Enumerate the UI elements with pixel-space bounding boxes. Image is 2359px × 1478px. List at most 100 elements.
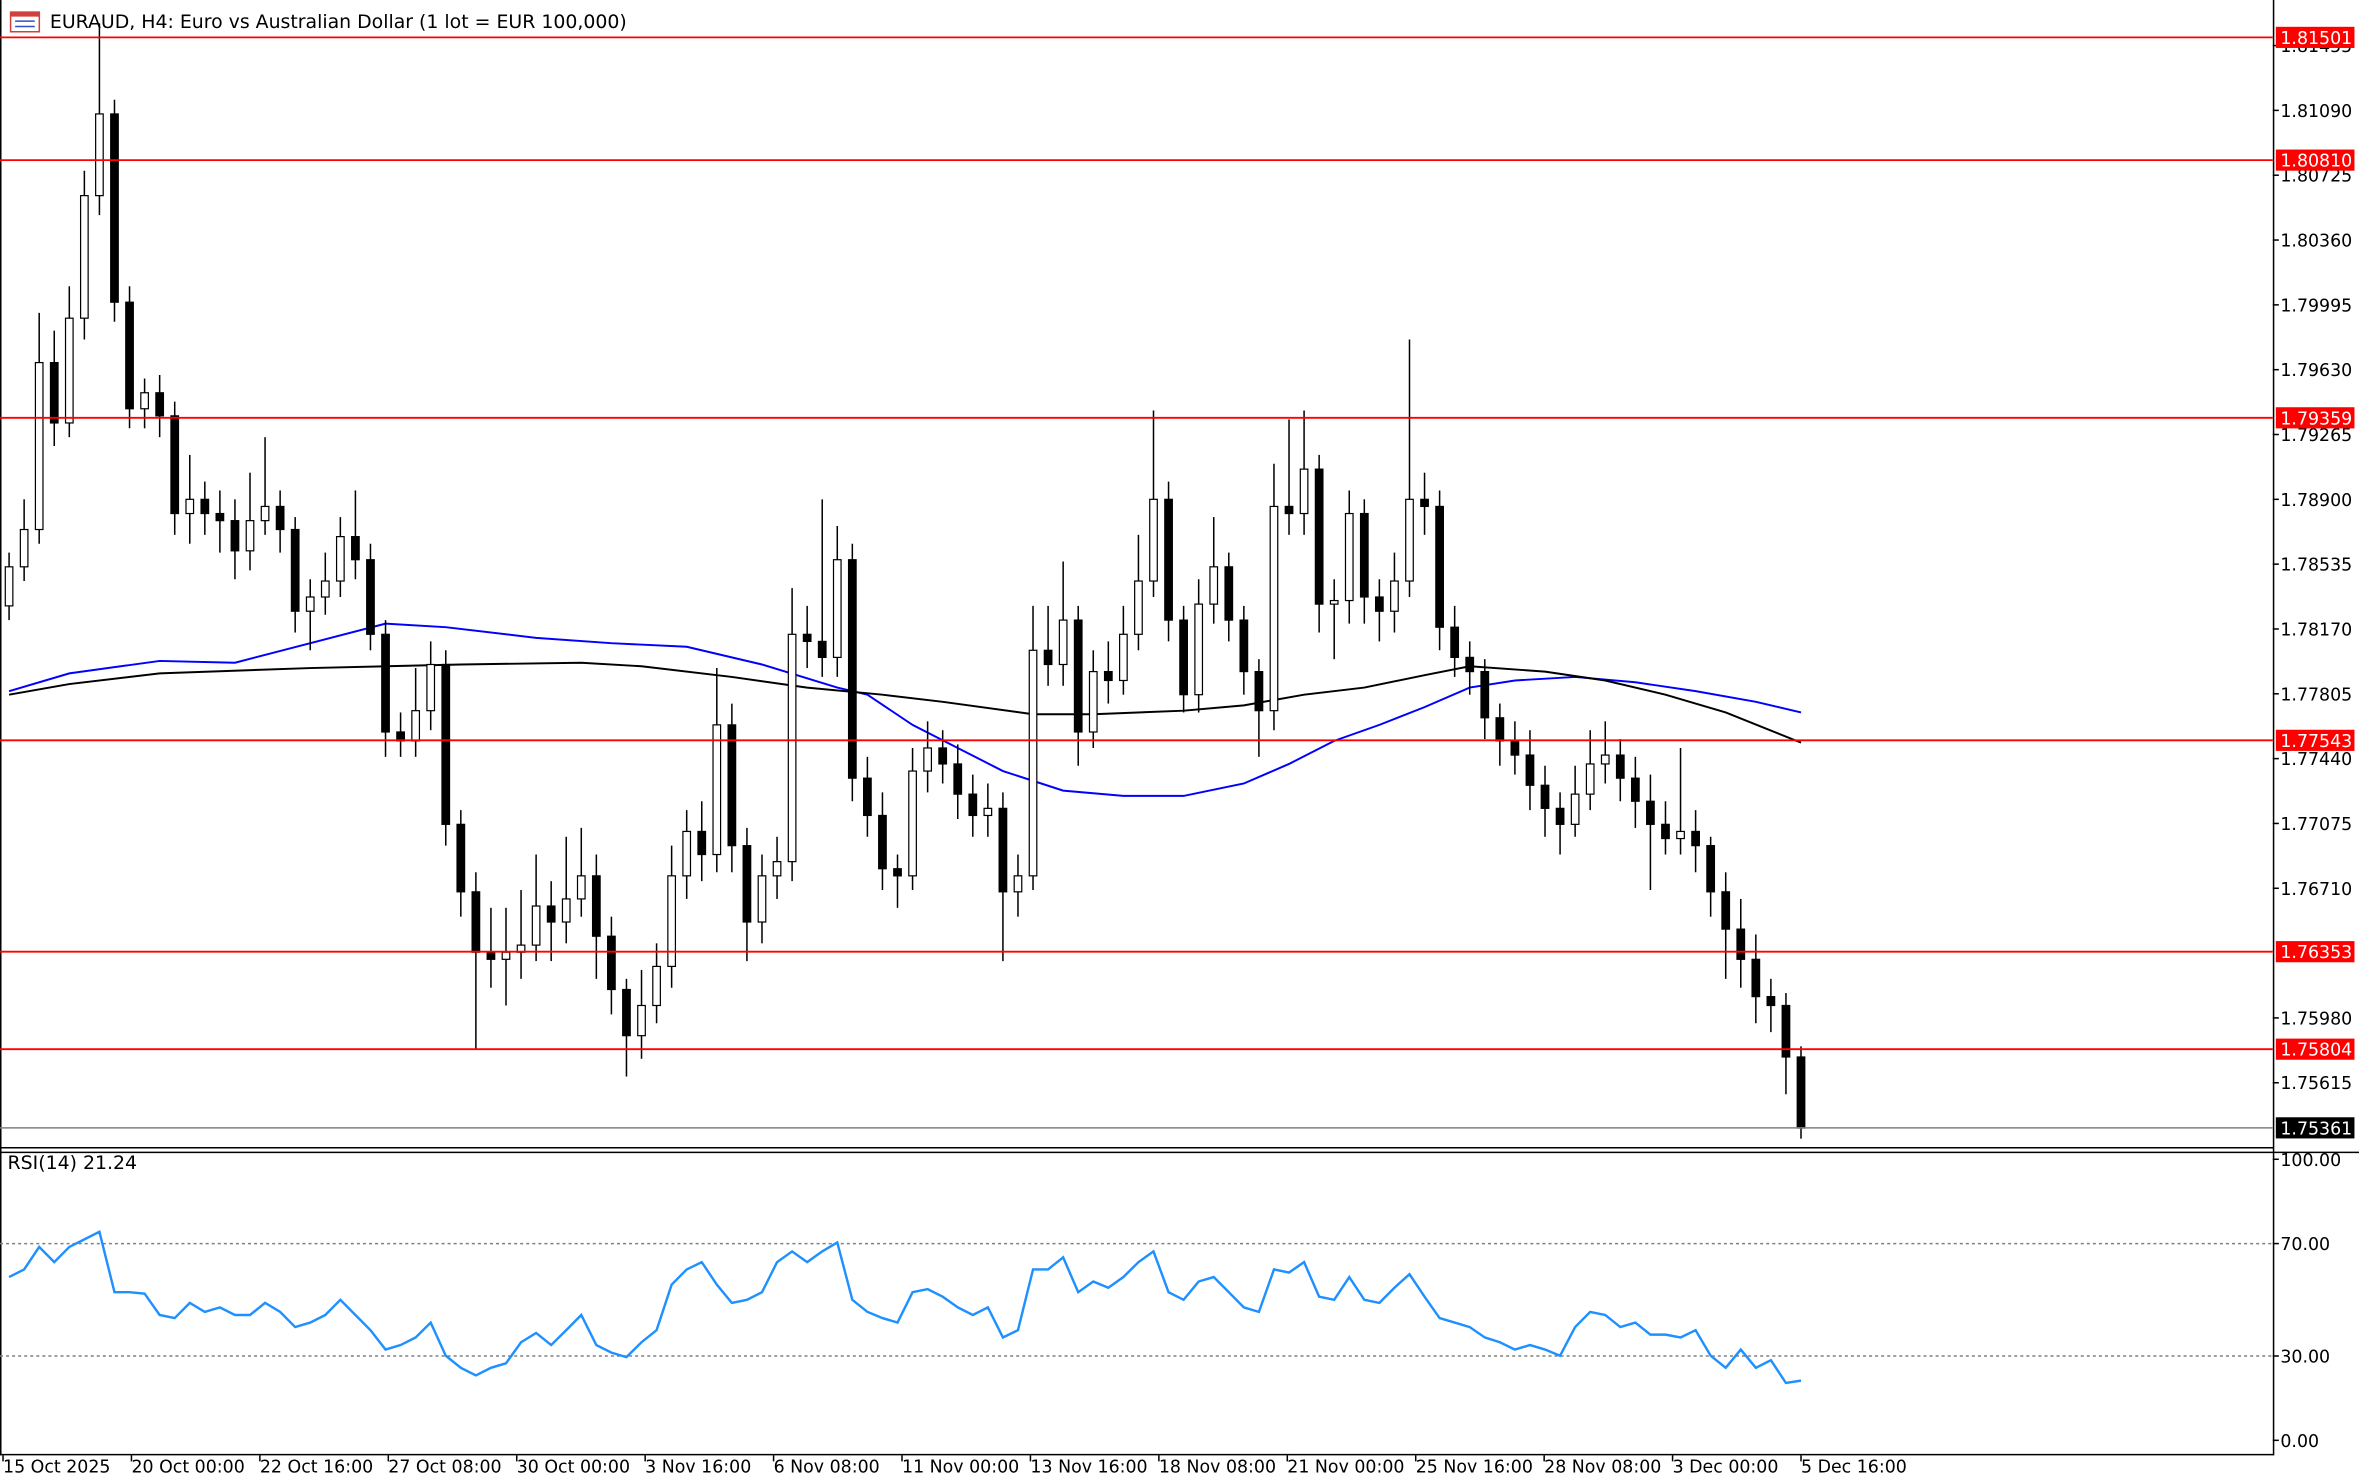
y-tick-label: 1.78900	[2280, 491, 2352, 511]
candle-body	[727, 724, 737, 847]
candle-body	[1480, 670, 1490, 719]
candle-body	[622, 988, 631, 1037]
candle-body	[546, 905, 556, 923]
candle-body	[1676, 830, 1685, 840]
x-tick-label: 28 Nov 08:00	[1544, 1457, 1661, 1477]
y-tick-label: 1.78535	[2280, 556, 2352, 576]
candle-body	[4, 566, 14, 607]
candle-body	[1164, 498, 1173, 621]
candle-body	[245, 520, 255, 552]
x-tick-label: 20 Oct 00:00	[131, 1457, 244, 1477]
candle-body	[290, 528, 300, 612]
candle-body	[1013, 875, 1023, 893]
candle-body	[1299, 468, 1309, 515]
candle-body	[155, 392, 165, 417]
candle-body	[200, 498, 210, 515]
candle-body	[832, 559, 842, 658]
candle-body	[1329, 599, 1339, 605]
candle-body	[1706, 845, 1716, 893]
candle-body	[1691, 830, 1700, 847]
candle-body	[1570, 793, 1580, 825]
y-tick-label: 1.77805	[2280, 685, 2352, 705]
candle-body	[1405, 498, 1414, 582]
candle-body	[1495, 717, 1505, 742]
x-tick-label: 6 Nov 08:00	[774, 1457, 880, 1477]
candle-body	[757, 875, 767, 923]
level-label: 1.75804	[2280, 1041, 2352, 1061]
candle-body	[983, 807, 993, 817]
y-tick-label: 1.79995	[2280, 296, 2352, 316]
y-tick-label: 1.79265	[2280, 426, 2352, 446]
rsi-panel: 100.00 70.00 30.00 0.00	[0, 1151, 2341, 1452]
candle-body	[1420, 498, 1429, 508]
x-tick-label: 15 Oct 2025	[3, 1457, 110, 1477]
candle-body	[170, 415, 180, 515]
candle-body	[1615, 754, 1625, 779]
candle-body	[1134, 580, 1143, 635]
candle-body	[1314, 468, 1324, 605]
candle-body	[1766, 996, 1776, 1007]
x-tick-label: 3 Dec 00:00	[1673, 1457, 1779, 1477]
candle-body	[320, 580, 330, 598]
candle-body	[95, 113, 104, 197]
level-label: 1.79359	[2280, 409, 2352, 429]
candle-body	[607, 935, 616, 991]
candle-body	[1043, 649, 1053, 666]
candle-body	[637, 1004, 646, 1037]
rsi-label: RSI(14) 21.24	[8, 1152, 137, 1174]
x-tick-label: 25 Nov 16:00	[1416, 1457, 1533, 1477]
candle-body	[667, 875, 677, 968]
candle-body	[576, 875, 586, 900]
candle-body	[426, 663, 436, 712]
candle-body	[1073, 619, 1083, 733]
candle-body	[1254, 670, 1264, 712]
candle-body	[953, 763, 963, 795]
level-label-bg	[2275, 729, 2355, 751]
candle-body	[64, 317, 74, 424]
candle-body	[471, 891, 481, 953]
candle-body	[1344, 512, 1354, 602]
candle-body	[591, 875, 601, 937]
candle-body	[561, 898, 571, 923]
x-tick-label: 30 Oct 00:00	[517, 1457, 630, 1477]
moving-average-line	[8, 661, 1802, 744]
level-label: 1.80810	[2280, 152, 2352, 172]
y-tick-label: 1.77440	[2280, 750, 2352, 770]
candle-body	[697, 830, 707, 856]
candle-body	[938, 747, 948, 765]
candle-body	[1284, 505, 1294, 515]
candle-body	[1540, 784, 1550, 809]
y-tick-label: 1.77075	[2280, 815, 2352, 835]
candle-body	[847, 559, 857, 779]
candle-body	[878, 814, 887, 870]
candle-body	[49, 361, 59, 424]
level-label-bg	[2275, 26, 2355, 48]
candle-body	[351, 536, 360, 561]
candle-body	[787, 633, 797, 863]
candle-body	[381, 633, 390, 733]
candle-body	[1661, 823, 1670, 840]
candle-body	[893, 868, 902, 877]
y-tick-label: 1.79630	[2280, 361, 2352, 381]
candle-body	[1796, 1056, 1806, 1129]
level-label-bg	[2275, 149, 2355, 171]
rsi-tick-label: 30.00	[2280, 1348, 2330, 1368]
chart-title: EURAUD, H4: Euro vs Australian Dollar (1…	[50, 11, 627, 33]
level-label-bg	[2275, 407, 2355, 429]
x-tick-label: 11 Nov 00:00	[902, 1457, 1019, 1477]
y-tick-label: 1.75980	[2280, 1009, 2352, 1029]
candle-body	[923, 747, 933, 772]
candle-body	[1179, 619, 1189, 696]
candle-body	[1028, 649, 1038, 877]
candle-body	[1224, 566, 1234, 621]
candle-body	[1600, 754, 1610, 765]
candle-body	[772, 861, 782, 877]
candle-body	[1209, 566, 1219, 605]
candle-body	[1646, 800, 1655, 825]
candle-body	[1736, 928, 1746, 960]
x-tick-label: 5 Dec 16:00	[1801, 1457, 1907, 1477]
candle-body	[1510, 740, 1520, 756]
y-tick-label: 1.80360	[2280, 232, 2352, 252]
